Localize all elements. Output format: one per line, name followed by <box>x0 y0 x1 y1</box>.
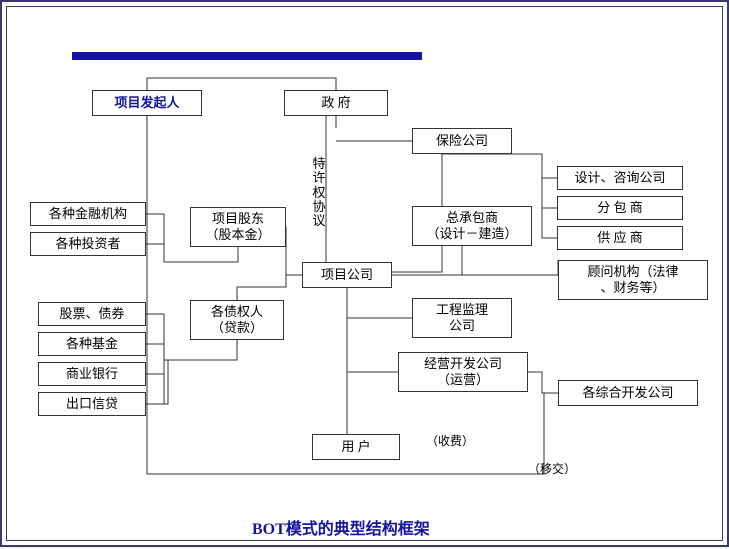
node-initiator: 项目发起人 <box>92 90 202 116</box>
node-finorg: 各种金融机构 <box>30 202 146 226</box>
node-user: 用 户 <box>312 434 400 460</box>
node-investors: 各种投资者 <box>30 232 146 256</box>
hlabel-transfer: （移交） <box>528 460 576 477</box>
node-design: 设计、咨询公司 <box>557 166 683 190</box>
node-export: 出口信贷 <box>38 392 146 416</box>
node-stocks: 股票、债券 <box>38 302 146 326</box>
hlabel-toll: （收费） <box>426 432 474 449</box>
node-operator: 经营开发公司（运营） <box>398 352 528 392</box>
node-subcontract: 分 包 商 <box>557 196 683 220</box>
node-contractor: 总承包商（设计－建造） <box>412 206 532 246</box>
node-supervisor: 工程监理公司 <box>412 298 512 338</box>
header-accent-bar <box>72 52 422 60</box>
node-supplier: 供 应 商 <box>557 226 683 250</box>
node-funds: 各种基金 <box>38 332 146 356</box>
node-advisor: 顾问机构（法律、财务等） <box>558 260 708 300</box>
node-projectco: 项目公司 <box>302 262 392 288</box>
node-government: 政 府 <box>284 90 388 116</box>
node-insurance: 保险公司 <box>412 128 512 154</box>
slide: 项目发起人 政 府保险公司设计、咨询公司分 包 商供 应 商 总承包商（设计－建造）… <box>0 0 729 547</box>
node-creditors: 各债权人（贷款） <box>190 300 284 340</box>
vlabel-concession: 特许权协议 <box>312 157 326 228</box>
node-bank: 商业银行 <box>38 362 146 386</box>
diagram-caption: BOT模式的典型结构框架 <box>252 515 430 539</box>
node-shareholders: 项目股东（股本金） <box>190 207 286 247</box>
node-devco: 各综合开发公司 <box>558 380 698 406</box>
